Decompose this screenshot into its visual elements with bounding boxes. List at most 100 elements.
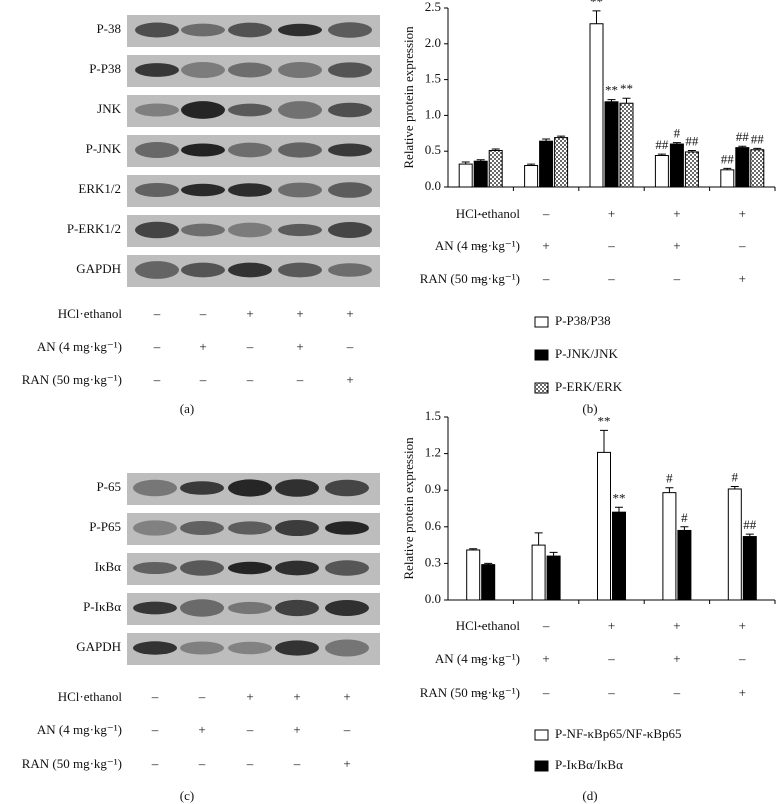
error-bar bbox=[622, 97, 631, 104]
legend-swatch bbox=[534, 349, 549, 361]
blot-row-label: GAPDH bbox=[76, 261, 121, 276]
treatment-sign: – bbox=[476, 206, 484, 221]
blot-band bbox=[228, 262, 272, 278]
y-tick-label: 0.0 bbox=[425, 178, 441, 193]
blot-row-label: IκBα bbox=[95, 559, 122, 574]
blot-band bbox=[325, 560, 369, 576]
y-axis-label: Relative protein expression bbox=[401, 437, 416, 580]
blot-band bbox=[328, 102, 372, 118]
legend-swatch bbox=[534, 382, 549, 394]
blot-row-label: P-38 bbox=[96, 21, 121, 36]
treatment-sign: – bbox=[153, 372, 161, 387]
blot-band bbox=[228, 641, 272, 655]
treatment-sign: + bbox=[739, 685, 746, 700]
blot-band bbox=[278, 61, 322, 79]
error-bar bbox=[469, 548, 478, 550]
blot-band bbox=[228, 62, 272, 78]
y-tick-label: 1.2 bbox=[425, 445, 441, 460]
treatment-sign: + bbox=[673, 651, 680, 666]
treatment-sign: + bbox=[739, 206, 746, 221]
bar bbox=[669, 143, 684, 188]
treatment-sign: + bbox=[673, 618, 680, 633]
blot-band bbox=[328, 182, 372, 198]
error-bar bbox=[600, 429, 608, 453]
panel-caption: (d) bbox=[582, 788, 597, 803]
error-bar bbox=[723, 167, 732, 170]
treatment-label: AN (4 mg·kg⁻¹) bbox=[435, 651, 520, 666]
significance-mark: ## bbox=[736, 129, 750, 144]
blot-band bbox=[135, 261, 179, 279]
treatment-sign: + bbox=[246, 689, 253, 704]
blot-band bbox=[181, 143, 225, 157]
bar bbox=[677, 529, 692, 601]
treatment-sign: – bbox=[673, 271, 681, 286]
treatment-sign: – bbox=[153, 339, 161, 354]
treatment-sign: + bbox=[346, 306, 353, 321]
treatment-sign: – bbox=[607, 685, 615, 700]
y-axis-label: Relative protein expression bbox=[401, 26, 416, 169]
treatment-sign: – bbox=[296, 372, 304, 387]
error-bar bbox=[527, 163, 536, 166]
treatment-sign: – bbox=[293, 756, 301, 771]
blot-band bbox=[228, 561, 272, 575]
significance-mark: ** bbox=[590, 0, 603, 9]
treatment-label: HCl·ethanol bbox=[456, 618, 521, 633]
blot-row-label: P-65 bbox=[96, 479, 121, 494]
y-tick-label: 1.0 bbox=[425, 106, 441, 121]
blot-band bbox=[228, 479, 272, 497]
treatment-sign: – bbox=[198, 689, 206, 704]
error-bar bbox=[657, 153, 666, 156]
significance-mark: ** bbox=[605, 83, 618, 98]
treatment-sign: + bbox=[296, 306, 303, 321]
error-bar bbox=[665, 487, 674, 493]
legend-swatch bbox=[534, 760, 549, 772]
error-bar bbox=[753, 147, 762, 150]
treatment-sign: – bbox=[151, 756, 159, 771]
treatment-sign: + bbox=[346, 372, 353, 387]
significance-mark: # bbox=[666, 471, 673, 486]
bar bbox=[597, 451, 611, 601]
treatment-sign: + bbox=[608, 206, 615, 221]
blot-band bbox=[181, 262, 225, 278]
blot-band bbox=[133, 561, 177, 575]
blot-band bbox=[133, 601, 177, 615]
y-tick-label: 2.5 bbox=[425, 0, 441, 14]
treatment-sign: + bbox=[343, 756, 350, 771]
bar bbox=[488, 149, 503, 188]
treatment-sign: – bbox=[738, 238, 746, 253]
error-bar bbox=[549, 551, 558, 557]
significance-mark: ## bbox=[751, 131, 765, 146]
treatment-sign: – bbox=[151, 722, 159, 737]
treatment-sign: + bbox=[343, 689, 350, 704]
blot-band bbox=[133, 479, 177, 497]
error-bar bbox=[672, 142, 681, 145]
bar bbox=[524, 165, 539, 188]
treatment-label: AN (4 mg·kg⁻¹) bbox=[37, 722, 122, 737]
bar bbox=[531, 544, 546, 601]
blot-band bbox=[278, 23, 322, 37]
blot-band bbox=[181, 101, 225, 119]
bar bbox=[554, 137, 569, 188]
treatment-label: AN (4 mg·kg⁻¹) bbox=[37, 339, 122, 354]
blot-row-label: P-P38 bbox=[89, 61, 121, 76]
blot-band bbox=[275, 640, 319, 656]
panel-caption: (a) bbox=[180, 401, 194, 416]
blot-band bbox=[328, 143, 372, 157]
error-bar bbox=[534, 532, 543, 546]
blot-band bbox=[228, 222, 272, 238]
significance-mark: ** bbox=[620, 81, 633, 96]
bar bbox=[742, 536, 757, 601]
blot-row-label: ERK1/2 bbox=[78, 181, 121, 196]
y-tick-label: 0.5 bbox=[425, 142, 441, 157]
blot-band bbox=[278, 101, 322, 119]
treatment-label: HCl·ethanol bbox=[456, 206, 521, 221]
blot-band bbox=[133, 641, 177, 655]
error-bar bbox=[745, 533, 754, 537]
blot-band bbox=[278, 182, 322, 198]
legend-label: P-P38/P38 bbox=[555, 313, 611, 328]
y-tick-label: 0.9 bbox=[425, 481, 441, 496]
treatment-label: AN (4 mg·kg⁻¹) bbox=[435, 238, 520, 253]
blot-band bbox=[275, 599, 319, 617]
treatment-sign: + bbox=[293, 722, 300, 737]
treatment-sign: – bbox=[476, 238, 484, 253]
